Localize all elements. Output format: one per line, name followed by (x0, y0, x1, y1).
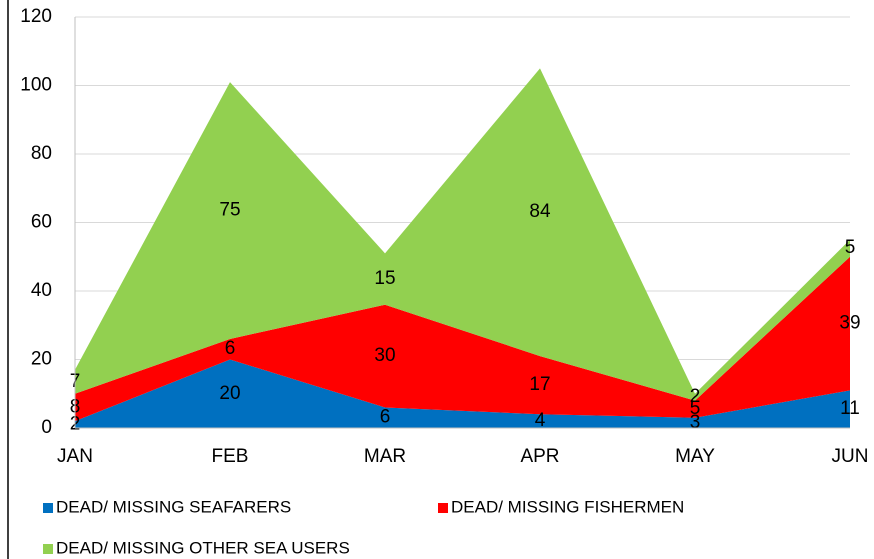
x-tick-label: APR (520, 446, 559, 467)
data-label: 6 (225, 338, 236, 359)
data-label: 20 (219, 383, 240, 404)
legend-swatch (43, 544, 53, 554)
data-label: 15 (374, 268, 395, 289)
legend-swatch (43, 503, 53, 513)
data-label: 4 (535, 410, 546, 431)
x-tick-label: JAN (57, 446, 93, 467)
x-tick-label: MAY (675, 446, 715, 467)
area (75, 359, 850, 428)
data-label: 6 (380, 407, 391, 428)
y-tick-label: 100 (20, 75, 52, 96)
area (75, 256, 850, 422)
data-label: 11 (840, 398, 860, 419)
x-tick-label: JUN (832, 446, 869, 467)
data-label: 39 (839, 313, 860, 334)
data-label: 5 (690, 398, 701, 419)
legend-swatch (438, 503, 448, 513)
data-label: 75 (219, 200, 240, 221)
x-tick-label: MAR (364, 446, 406, 467)
y-tick-label: 20 (31, 349, 52, 370)
y-tick-label: 80 (31, 143, 52, 164)
y-tick-label: 40 (31, 280, 52, 301)
legend-label: DEAD/ MISSING OTHER SEA USERS (56, 538, 350, 557)
data-label: 30 (374, 345, 395, 366)
y-tick-label: 60 (31, 212, 52, 233)
data-label: 3 (690, 412, 701, 433)
legend-label: DEAD/ MISSING FISHERMEN (451, 497, 684, 516)
y-tick-label: 120 (20, 6, 52, 27)
data-label: 2 (690, 386, 701, 407)
data-label: 17 (529, 374, 550, 395)
legend-label: DEAD/ MISSING SEAFARERS (56, 497, 291, 516)
x-tick-label: FEB (212, 446, 249, 467)
y-tick-label: 0 (41, 417, 52, 438)
data-label: 84 (529, 201, 551, 222)
data-label: 5 (845, 237, 856, 258)
area (75, 68, 850, 401)
